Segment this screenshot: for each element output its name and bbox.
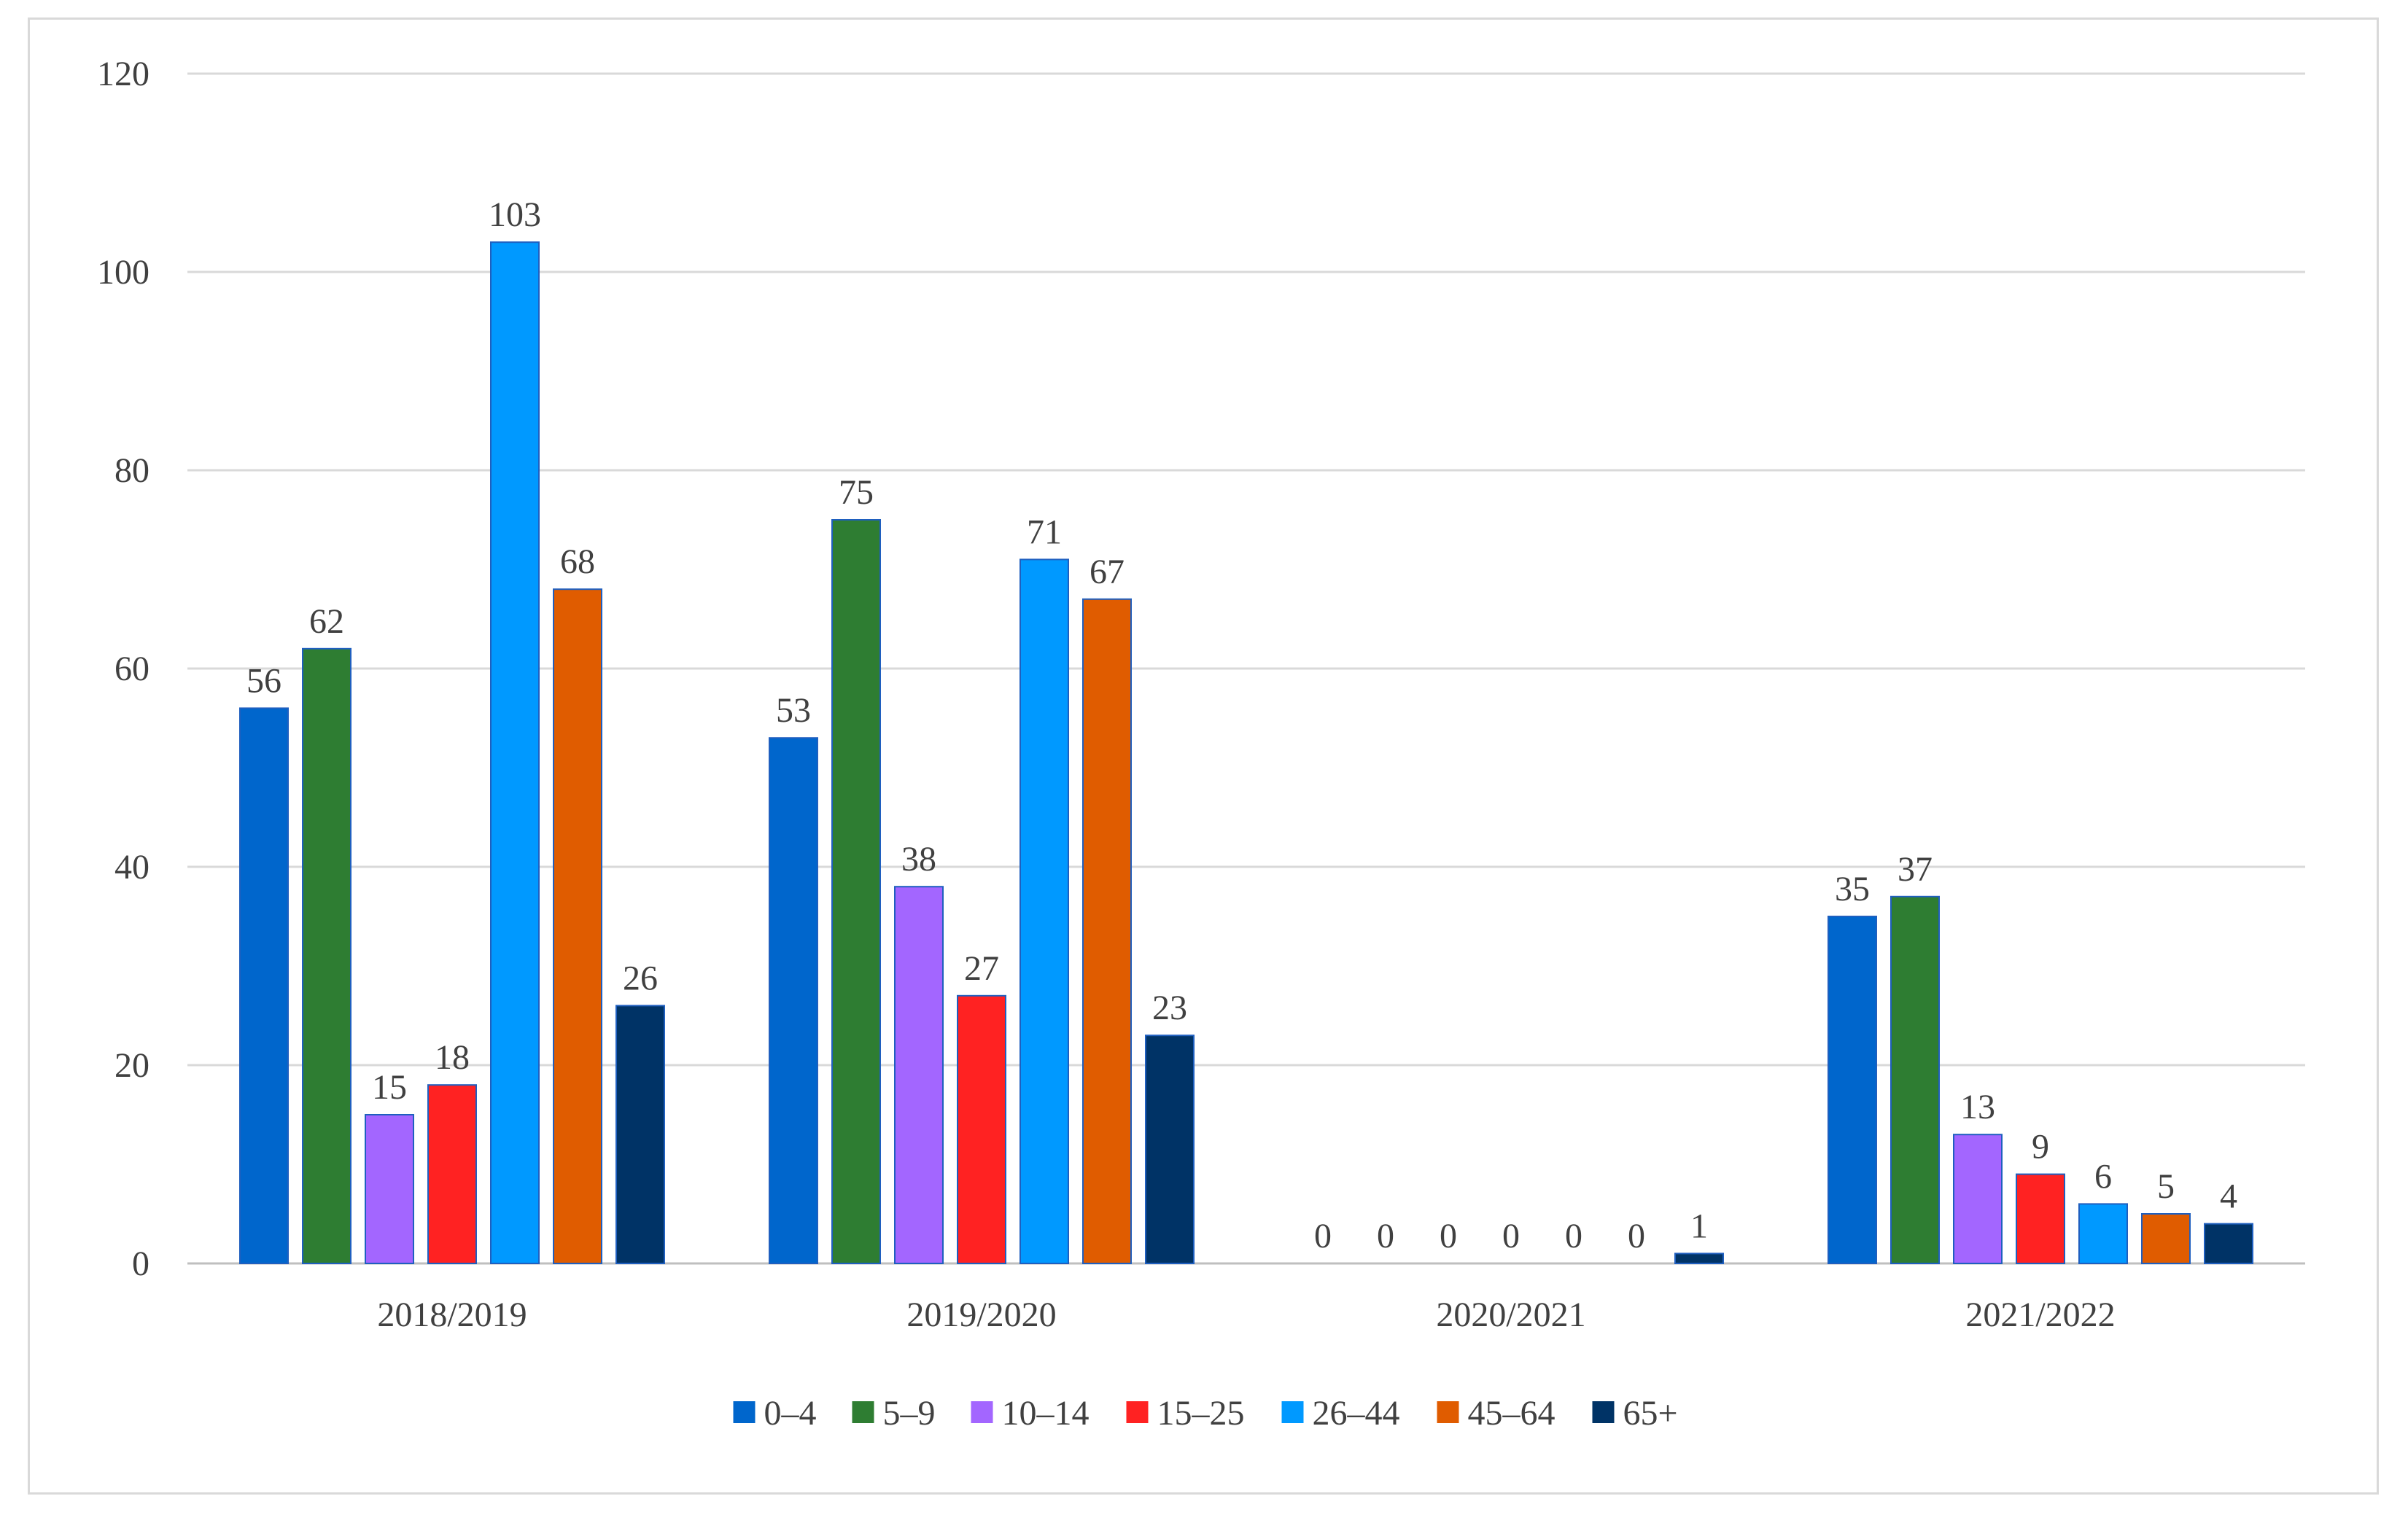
data-label: 71 [1027, 513, 1062, 551]
legend-swatch [733, 1401, 756, 1423]
data-label: 1 [1690, 1207, 1708, 1245]
data-label: 26 [623, 959, 658, 997]
data-label: 0 [1377, 1217, 1394, 1255]
data-label: 9 [2032, 1128, 2049, 1166]
bar [1082, 598, 1132, 1264]
bar [302, 647, 352, 1264]
legend-swatch [1592, 1401, 1615, 1423]
x-axis-tick-labels: 2018/2019 2019/2020 2020/2021 2021/2022 [377, 1296, 2115, 1334]
bar [365, 1114, 414, 1264]
bar [1953, 1134, 2003, 1264]
data-label: 62 [309, 602, 344, 641]
x-tick-label: 2021/2022 [1965, 1296, 2115, 1334]
bar [2016, 1173, 2065, 1264]
y-tick-label: 80 [114, 451, 149, 490]
data-label: 6 [2094, 1157, 2112, 1196]
legend-label: 10–14 [1002, 1394, 1090, 1433]
legend-label: 5–9 [883, 1394, 936, 1433]
data-label: 68 [560, 542, 595, 581]
data-label: 5 [2157, 1167, 2175, 1206]
legend-swatch [852, 1401, 874, 1423]
data-label: 4 [2220, 1177, 2237, 1216]
bar [615, 1005, 665, 1265]
y-tick-label: 40 [114, 848, 149, 887]
legend-swatch [1126, 1401, 1149, 1423]
data-label: 15 [372, 1068, 407, 1107]
legend-label: 45–64 [1468, 1394, 1556, 1433]
y-tick-label: 20 [114, 1046, 149, 1085]
bar [427, 1084, 477, 1264]
bars [239, 241, 2253, 1265]
data-label: 0 [1628, 1217, 1645, 1255]
data-label: 67 [1090, 553, 1125, 591]
bar [553, 588, 602, 1264]
bar [831, 519, 881, 1264]
chart-frame: 0 20 40 60 80 100 120 56 62 15 18 103 68 26 53 75 38 27 7… [28, 17, 2379, 1495]
data-label: 0 [1565, 1217, 1582, 1255]
x-tick-label: 2018/2019 [377, 1296, 527, 1334]
data-label: 56 [246, 661, 281, 700]
legend-label: 0–4 [764, 1394, 817, 1433]
y-tick-label: 100 [97, 253, 149, 292]
legend-label: 26–44 [1313, 1394, 1400, 1433]
y-axis-tick-labels: 0 20 40 60 80 100 120 [97, 55, 149, 1283]
data-label: 0 [1314, 1217, 1332, 1255]
legend: 0–4 5–9 10–14 15–25 26–44 45–64 65+ [733, 1394, 1678, 1433]
bar [769, 737, 818, 1264]
data-label: 38 [901, 840, 936, 879]
legend-swatch [1437, 1401, 1459, 1423]
bar [1828, 916, 1877, 1264]
bar [957, 994, 1006, 1265]
y-tick-label: 120 [97, 55, 149, 93]
data-label: 103 [489, 195, 541, 234]
legend-label: 15–25 [1157, 1394, 1245, 1433]
bar [1890, 895, 1940, 1265]
bar [2078, 1203, 2128, 1265]
y-tick-label: 60 [114, 650, 149, 688]
bar [894, 886, 944, 1264]
bar [1019, 558, 1069, 1264]
data-label: 37 [1898, 850, 1933, 889]
bar [2141, 1213, 2191, 1264]
x-tick-label: 2020/2021 [1436, 1296, 1585, 1334]
data-label: 27 [964, 949, 999, 988]
data-label: 53 [776, 691, 811, 730]
legend-swatch [1281, 1401, 1304, 1423]
data-label: 23 [1152, 989, 1187, 1027]
bar [239, 707, 289, 1264]
x-tick-label: 2019/2020 [906, 1296, 1056, 1334]
legend-label: 65+ [1623, 1394, 1678, 1433]
data-label: 13 [1960, 1088, 1995, 1126]
bar [1145, 1035, 1195, 1264]
data-label: 0 [1440, 1217, 1457, 1255]
data-label: 75 [839, 473, 874, 512]
bar [1674, 1253, 1724, 1265]
bar [2204, 1223, 2253, 1264]
data-label: 35 [1835, 870, 1870, 908]
legend-swatch [971, 1401, 993, 1423]
bar [490, 241, 540, 1265]
data-label: 18 [435, 1038, 470, 1077]
grid-lines [187, 72, 2305, 1265]
data-label: 0 [1502, 1217, 1520, 1255]
y-tick-label: 0 [132, 1244, 149, 1283]
